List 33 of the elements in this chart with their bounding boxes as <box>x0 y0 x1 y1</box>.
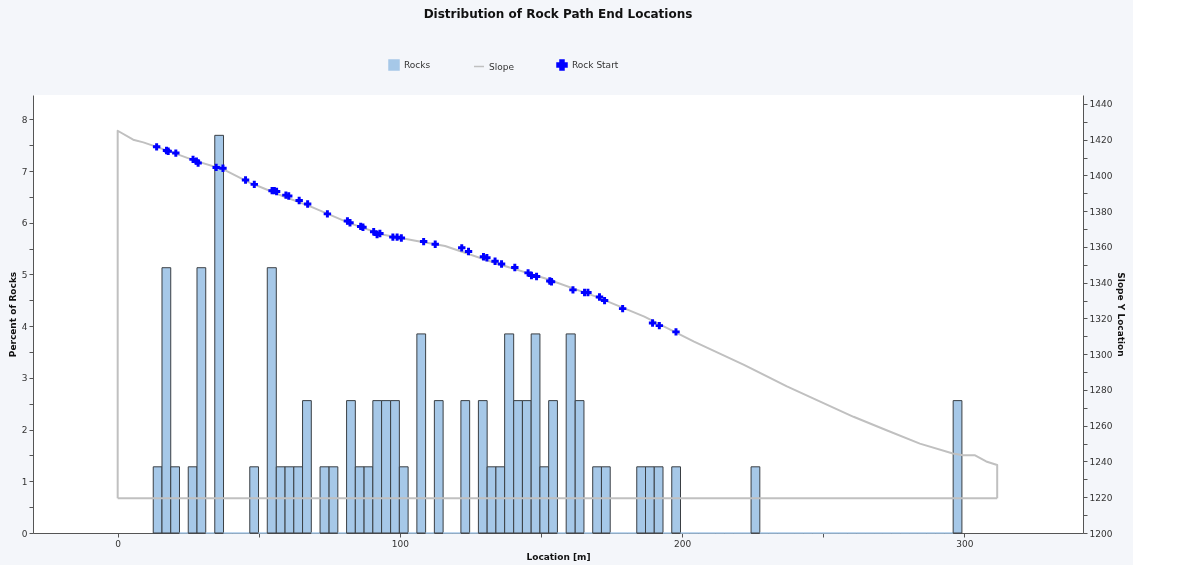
y-tick-label: 4 <box>21 321 28 332</box>
y-tick-label: 7 <box>21 166 28 177</box>
y-tick-label: 3 <box>21 373 28 384</box>
y2-tick-label: 1380 <box>1089 206 1113 217</box>
y2-tick-label: 1400 <box>1089 170 1113 181</box>
y-tick-label: 1 <box>21 476 28 487</box>
y2-tick-label: 1260 <box>1089 421 1113 432</box>
x-axis-title: Location [m] <box>526 551 591 562</box>
x-tick-label: 200 <box>674 538 692 549</box>
y2-tick-label: 1340 <box>1089 278 1113 289</box>
x-tick-label: 0 <box>115 538 122 549</box>
y2-tick-label: 1360 <box>1089 242 1113 253</box>
y-tick-label: 2 <box>21 425 28 436</box>
legend-label: Slope <box>489 61 515 72</box>
y-tick-label: 8 <box>21 114 28 125</box>
y2-tick-label: 1300 <box>1089 349 1113 360</box>
chart-title: Distribution of Rock Path End Locations <box>423 7 693 21</box>
legend-label: Rock Start <box>572 60 619 70</box>
x-tick-label: 100 <box>391 538 410 549</box>
y2-tick-label: 1440 <box>1089 99 1113 110</box>
y-tick-label: 5 <box>21 269 28 280</box>
y2-tick-label: 1280 <box>1089 385 1113 396</box>
y2-tick-label: 1320 <box>1089 313 1113 324</box>
y2-tick-label: 1420 <box>1089 135 1113 146</box>
y-tick-label: 6 <box>21 218 28 229</box>
legend-label: Rocks <box>404 60 431 70</box>
y2-axis-title: Slope Y Location <box>1116 272 1127 357</box>
y2-tick-label: 1240 <box>1089 456 1113 467</box>
y2-tick-label: 1200 <box>1089 528 1113 539</box>
y-axis-title: Percent of Rocks <box>7 271 18 358</box>
x-tick-label: 300 <box>956 538 974 549</box>
y-tick-label: 0 <box>21 528 28 539</box>
y2-tick-label: 1220 <box>1089 492 1113 503</box>
